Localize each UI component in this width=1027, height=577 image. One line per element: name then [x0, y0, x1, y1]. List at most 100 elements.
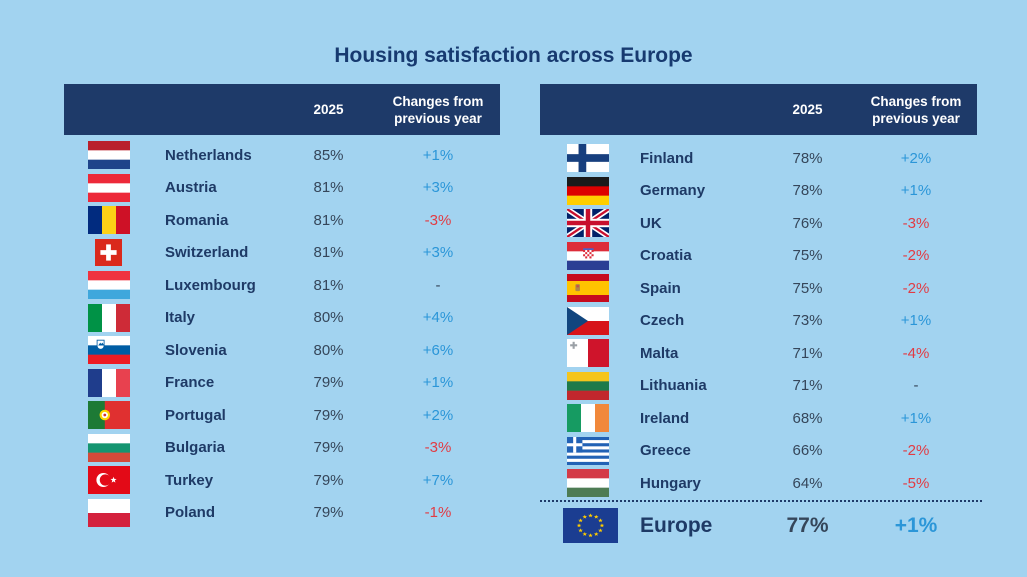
change-value: +3%	[422, 179, 454, 197]
flag-finland-icon	[540, 144, 640, 173]
country-label: Croatia	[640, 247, 692, 265]
flag-lithuania-icon	[540, 371, 640, 400]
europe-value-2025: 77%	[786, 513, 829, 537]
country-label: Turkey	[165, 471, 214, 489]
table-row: Ireland 68% +1%	[540, 402, 977, 435]
change-value: +1%	[900, 312, 932, 330]
europe-summary-row: Europe 77% +1%	[540, 502, 977, 550]
right-table: 2025 Changes from previous year Finland 7…	[540, 84, 982, 550]
flag-europe-icon	[540, 508, 640, 543]
value-2025: 78%	[792, 182, 823, 200]
change-value: -	[913, 377, 919, 395]
flag-germany-icon	[540, 176, 640, 205]
value-2025: 81%	[313, 276, 344, 294]
country-label: Bulgaria	[165, 439, 226, 457]
table-row: Austria 81% +3%	[64, 172, 500, 205]
table-row: Italy 80% +4%	[64, 302, 500, 335]
value-2025: 71%	[792, 377, 823, 395]
left-table-body: Netherlands 85% +1% Austria 81% +3% Romania 81%…	[64, 139, 500, 529]
flag-spain-icon	[540, 274, 640, 303]
column-header-change: Changes from previous year	[392, 93, 484, 126]
table-row: Switzerland 81% +3%	[64, 237, 500, 270]
table-row: Bulgaria 79% -3%	[64, 432, 500, 465]
table-row: Netherlands 85% +1%	[64, 139, 500, 172]
flag-poland-icon	[64, 498, 165, 527]
country-label: Greece	[640, 442, 691, 460]
left-table-header: 2025 Changes from previous year	[64, 84, 500, 135]
country-label: Poland	[165, 504, 216, 522]
change-value: +1%	[900, 182, 932, 200]
value-2025: 80%	[313, 309, 344, 327]
column-header-2025: 2025	[313, 102, 344, 117]
table-row: Lithuania 71% -	[540, 370, 977, 403]
europe-label: Europe	[640, 513, 713, 537]
value-2025: 80%	[313, 341, 344, 359]
flag-greece-icon	[540, 436, 640, 465]
change-value: +4%	[422, 309, 454, 327]
change-value: -3%	[424, 439, 452, 457]
country-label: Germany	[640, 182, 706, 200]
change-value: +7%	[422, 471, 454, 489]
right-table-header: 2025 Changes from previous year	[540, 84, 977, 135]
flag-czech-icon	[540, 306, 640, 335]
flag-switzerland-icon	[64, 239, 165, 267]
table-row: Slovenia 80% +6%	[64, 334, 500, 367]
change-value: -2%	[902, 442, 930, 460]
change-value: +6%	[422, 341, 454, 359]
country-label: Malta	[640, 344, 679, 362]
change-value: +1%	[422, 146, 454, 164]
change-value: +2%	[900, 149, 932, 167]
table-row: Finland 78% +2%	[540, 142, 977, 175]
change-value: -3%	[902, 214, 930, 232]
table-row: Malta 71% -4%	[540, 337, 977, 370]
country-label: Luxembourg	[165, 276, 256, 294]
flag-hungary-icon	[540, 469, 640, 498]
change-value: -2%	[902, 279, 930, 297]
flag-luxembourg-icon	[64, 271, 165, 300]
page-title: Housing satisfaction across Europe	[334, 44, 693, 67]
change-value: +1%	[900, 409, 932, 427]
flag-croatia-icon	[540, 241, 640, 270]
flag-netherlands-icon	[64, 141, 165, 170]
country-label: Czech	[640, 312, 685, 330]
country-label: Switzerland	[165, 244, 249, 262]
value-2025: 71%	[792, 344, 823, 362]
summary-divider	[540, 499, 982, 502]
flag-slovenia-icon	[64, 336, 165, 365]
table-row: Hungary 64% -5%	[540, 467, 977, 500]
value-2025: 79%	[313, 406, 344, 424]
flag-malta-icon	[540, 339, 640, 368]
table-row: Greece 66% -2%	[540, 435, 977, 468]
table-row: Croatia 75% -2%	[540, 240, 977, 273]
value-2025: 78%	[792, 149, 823, 167]
value-2025: 64%	[792, 474, 823, 492]
flag-portugal-icon	[64, 401, 165, 430]
flag-romania-icon	[64, 206, 165, 235]
country-label: Finland	[640, 149, 694, 167]
table-row: France 79% +1%	[64, 367, 500, 400]
table-row: Spain 75% -2%	[540, 272, 977, 305]
table-row: Germany 78% +1%	[540, 175, 977, 208]
flag-austria-icon	[64, 173, 165, 202]
right-table-body: Finland 78% +2% Germany 78% +1% UK 76% -3% Croati…	[540, 142, 977, 500]
change-value: -	[435, 276, 441, 294]
flag-france-icon	[64, 368, 165, 397]
country-label: Netherlands	[165, 146, 252, 164]
value-2025: 79%	[313, 504, 344, 522]
country-label: Spain	[640, 279, 681, 297]
flag-turkey-icon	[64, 466, 165, 495]
country-label: Lithuania	[640, 377, 707, 395]
country-label: France	[165, 374, 215, 392]
change-value: -1%	[424, 504, 452, 522]
change-value: -2%	[902, 247, 930, 265]
country-label: Ireland	[640, 409, 690, 427]
change-value: -3%	[424, 211, 452, 229]
flag-bulgaria-icon	[64, 433, 165, 462]
column-header-change: Changes from previous year	[870, 93, 962, 126]
country-label: Romania	[165, 211, 229, 229]
change-value: +2%	[422, 406, 454, 424]
change-value: +3%	[422, 244, 454, 262]
value-2025: 75%	[792, 247, 823, 265]
country-label: Portugal	[165, 406, 226, 424]
